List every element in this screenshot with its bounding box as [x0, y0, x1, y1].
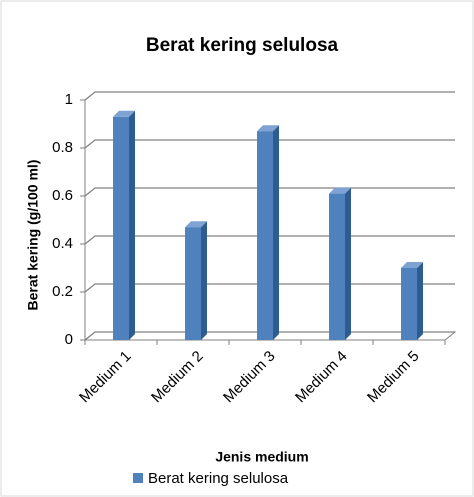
legend-swatch: [133, 473, 143, 483]
bar-side: [201, 221, 207, 340]
y-tick-label: 0.2: [52, 283, 73, 300]
y-axis-label: Berat kering (g/100 ml): [25, 160, 41, 311]
bar-side: [345, 187, 351, 340]
chart-title: Berat kering selulosa: [146, 35, 339, 56]
bar: [401, 268, 417, 340]
y-tick-label: 0: [65, 331, 73, 348]
y-tick-label: 1: [65, 91, 73, 108]
y-tick-label: 0.6: [52, 187, 73, 204]
y-tick-label: 0.8: [52, 139, 73, 156]
bar: [329, 193, 345, 340]
bar-top: [257, 125, 279, 132]
grid-line: [84, 139, 455, 149]
y-tick-label: 0.4: [52, 235, 73, 252]
bar-top: [401, 262, 423, 268]
bar-top: [185, 221, 207, 228]
bar-side: [417, 262, 423, 340]
bar-side: [129, 110, 135, 340]
grid-line: [84, 91, 455, 101]
bar-top: [113, 110, 135, 117]
x-axis-label: Jenis medium: [215, 449, 308, 465]
bar-side: [273, 125, 279, 340]
bar-top: [329, 187, 351, 194]
legend-label: Berat kering selulosa: [148, 470, 289, 487]
bar: [113, 116, 129, 340]
bar: [257, 131, 273, 340]
bar: [185, 227, 201, 340]
